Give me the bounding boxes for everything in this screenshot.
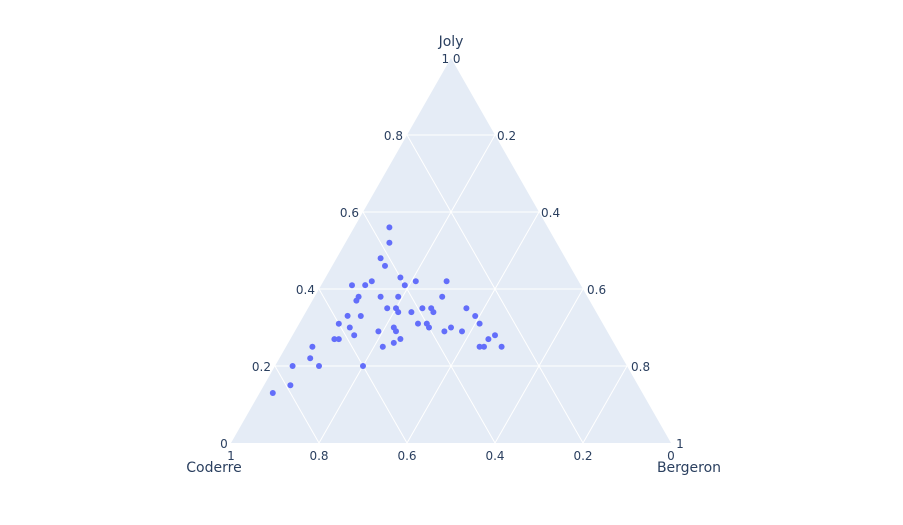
data-point[interactable] (360, 363, 366, 369)
data-point[interactable] (349, 282, 355, 289)
bottom-tick-0.6: 0.6 (397, 449, 416, 463)
bottom-tick-0.2: 0.2 (573, 449, 592, 463)
axis-title-coderre: Coderre (186, 460, 241, 476)
bottom-tick-0.4: 0.4 (485, 449, 504, 463)
right-tick-0.6: 0.6 (587, 283, 606, 297)
data-point[interactable] (375, 328, 382, 335)
data-point[interactable] (485, 336, 492, 343)
data-point[interactable] (412, 278, 419, 285)
data-point[interactable] (316, 363, 322, 369)
right-tick-0.2: 0.2 (497, 129, 516, 143)
data-point[interactable] (335, 336, 342, 343)
data-point[interactable] (401, 282, 408, 289)
data-point[interactable] (384, 305, 391, 312)
gridline-bergeron (406, 211, 540, 444)
data-point[interactable] (386, 239, 393, 246)
data-point[interactable] (395, 309, 402, 316)
data-point[interactable] (390, 339, 397, 346)
data-point[interactable] (395, 293, 402, 300)
data-point[interactable] (393, 328, 399, 335)
data-point[interactable] (289, 363, 296, 369)
axis-title-bergeron: Bergeron (657, 460, 721, 476)
data-point[interactable] (492, 332, 498, 339)
data-point[interactable] (379, 343, 386, 350)
data-point[interactable] (386, 224, 393, 231)
data-point[interactable] (463, 305, 470, 312)
data-point[interactable] (397, 274, 404, 281)
data-point[interactable] (309, 343, 316, 350)
bottom-right-vertex-tick: 1 (676, 437, 684, 451)
data-point[interactable] (353, 297, 360, 304)
data-point[interactable] (331, 336, 338, 343)
data-point[interactable] (415, 320, 421, 327)
data-point[interactable] (430, 309, 437, 316)
left-tick-0.2: 0.2 (252, 360, 271, 374)
gridline-bergeron (582, 365, 628, 444)
gridline-bergeron (494, 288, 584, 444)
gridline-coderre (274, 365, 320, 444)
right-tick-0.4: 0.4 (541, 206, 560, 220)
scatter-points[interactable] (269, 224, 505, 396)
data-point[interactable] (459, 328, 465, 335)
data-point[interactable] (426, 324, 432, 331)
left-tick-0.4: 0.4 (296, 283, 315, 297)
bottom-tick-0: 0 (667, 449, 675, 463)
data-point[interactable] (448, 324, 454, 331)
data-point[interactable] (382, 262, 388, 269)
data-point[interactable] (419, 305, 426, 312)
bottom-tick-0.8: 0.8 (309, 449, 328, 463)
data-point[interactable] (377, 293, 384, 300)
bottom-tick-1: 1 (227, 449, 235, 463)
ternary-background (231, 58, 671, 443)
data-point[interactable] (476, 320, 483, 327)
right-tick-0.8: 0.8 (631, 360, 650, 374)
data-point[interactable] (344, 312, 351, 319)
data-point[interactable] (481, 343, 487, 350)
data-point[interactable] (472, 313, 479, 319)
data-point[interactable] (368, 278, 375, 285)
data-point[interactable] (351, 332, 358, 339)
data-point[interactable] (269, 390, 276, 396)
top-vertex-tick: 1 0 (441, 52, 460, 66)
data-point[interactable] (443, 278, 450, 285)
data-point[interactable] (335, 320, 342, 327)
data-point[interactable] (476, 343, 483, 350)
data-point[interactable] (441, 328, 448, 335)
left-tick-0.6: 0.6 (340, 206, 359, 220)
data-point[interactable] (357, 313, 364, 319)
left-tick-0.8: 0.8 (384, 129, 403, 143)
data-point[interactable] (377, 255, 384, 262)
data-point[interactable] (287, 382, 294, 389)
data-point[interactable] (397, 336, 404, 342)
bottom-left-vertex-tick: 0 (220, 437, 228, 451)
axis-title-joly: Joly (438, 34, 464, 50)
data-point[interactable] (439, 293, 446, 300)
data-point[interactable] (408, 309, 415, 316)
data-point[interactable] (362, 282, 369, 289)
data-point[interactable] (346, 324, 353, 331)
data-point[interactable] (307, 355, 314, 362)
data-point[interactable] (498, 343, 505, 350)
